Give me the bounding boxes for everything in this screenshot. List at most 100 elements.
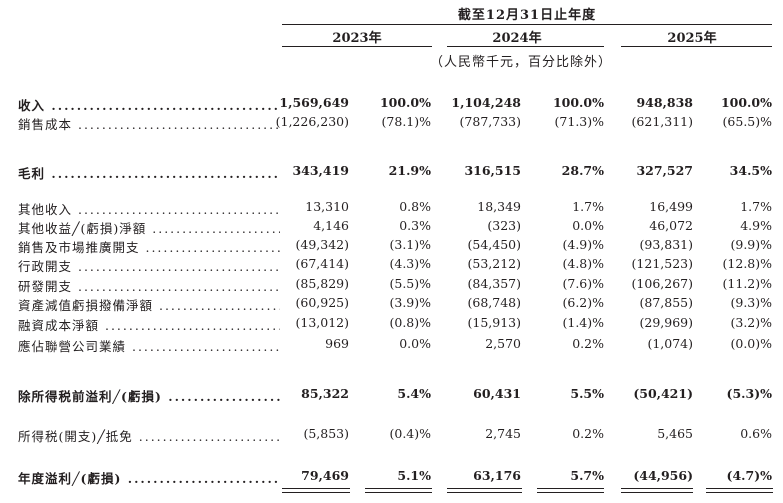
- double-rule-2023-percent: [365, 488, 432, 493]
- cell-amount-2025: 16,499: [649, 199, 693, 214]
- cell-percent-2025: (12.8)%: [722, 256, 772, 271]
- double-rule-2025-amount: [621, 488, 693, 493]
- cell-percent-2025: 34.5%: [729, 163, 772, 178]
- period-underline: [282, 24, 772, 25]
- cell-amount-2024: (323): [487, 218, 521, 233]
- cell-amount-2025: (93,831): [639, 237, 694, 252]
- leader-dots: ........................................…: [77, 117, 280, 132]
- cell-amount-2024: 316,515: [464, 163, 521, 178]
- leader-dots: ........................................…: [158, 298, 280, 313]
- cell-percent-2023: 21.9%: [388, 163, 431, 178]
- row-label: 年度溢利╱(虧損) ..............................…: [18, 468, 280, 487]
- cell-percent-2023: 5.1%: [397, 468, 431, 483]
- row-label: 其他收益╱(虧損)淨額 ............................…: [18, 218, 280, 237]
- cell-percent-2025: (5.3)%: [726, 386, 772, 401]
- cell-percent-2024: (1.4)%: [562, 315, 604, 330]
- cell-amount-2025: (87,855): [639, 295, 694, 310]
- cell-amount-2023: (13,012): [295, 315, 350, 330]
- cell-percent-2023: 0.0%: [399, 336, 431, 351]
- cell-percent-2025: (9.3)%: [730, 295, 772, 310]
- row-label-text: 收入: [18, 98, 46, 113]
- leader-dots: ........................................…: [77, 259, 280, 274]
- row-label-text: 其他收入: [18, 202, 73, 217]
- cell-amount-2024: (15,913): [467, 315, 522, 330]
- leader-dots: ........................................…: [104, 318, 280, 333]
- cell-amount-2025: (621,311): [631, 114, 693, 129]
- cell-amount-2023: 1,569,649: [279, 95, 349, 110]
- cell-percent-2025: 4.9%: [740, 218, 772, 233]
- row-label: 行政開支 ...................................…: [18, 256, 280, 275]
- row-label-text: 銷售及市場推廣開支: [18, 240, 140, 255]
- cell-percent-2024: (4.9)%: [562, 237, 604, 252]
- cell-amount-2024: (787,733): [459, 114, 521, 129]
- leader-dots: ........................................…: [131, 339, 280, 354]
- cell-amount-2025: (44,956): [633, 468, 693, 483]
- cell-amount-2024: (84,357): [467, 276, 522, 291]
- row-label-text: 年度溢利╱(虧損): [18, 471, 122, 486]
- cell-percent-2023: (3.1)%: [389, 237, 431, 252]
- cell-percent-2024: 0.2%: [572, 336, 604, 351]
- year-underline-2023: [282, 46, 432, 47]
- year-underline-2025: [621, 46, 772, 47]
- row-administrative-expenses: 行政開支 ...................................…: [0, 256, 783, 276]
- row-label: 研發開支 ...................................…: [18, 276, 280, 295]
- cell-amount-2024: 1,104,248: [451, 95, 521, 110]
- cell-percent-2023: (3.9)%: [389, 295, 431, 310]
- period-header: 截至12月31日止年度: [457, 8, 597, 23]
- leader-dots: ........................................…: [168, 389, 280, 404]
- cell-percent-2023: 0.3%: [399, 218, 431, 233]
- cell-amount-2024: 60,431: [473, 386, 521, 401]
- cell-percent-2024: 0.0%: [572, 218, 604, 233]
- cell-amount-2023: 85,322: [301, 386, 349, 401]
- row-selling-marketing-expenses: 銷售及市場推廣開支 ..............................…: [0, 237, 783, 257]
- cell-percent-2025: (4.7)%: [726, 468, 772, 483]
- row-label-text: 應佔聯營公司業績: [18, 339, 127, 354]
- year-header-2024: 2024年: [492, 31, 542, 46]
- cell-amount-2024: (68,748): [467, 295, 522, 310]
- row-label: 毛利 .....................................…: [18, 163, 280, 182]
- year-header-2025: 2025年: [667, 31, 717, 46]
- cell-amount-2023: (67,414): [295, 256, 350, 271]
- row-label: 所得税(開支)╱抵免 .............................…: [18, 426, 280, 445]
- cell-percent-2025: 1.7%: [740, 199, 772, 214]
- cell-percent-2023: (0.8)%: [389, 315, 431, 330]
- cell-amount-2023: 79,469: [301, 468, 349, 483]
- leader-dots: ........................................…: [77, 279, 280, 294]
- cell-amount-2025: 948,838: [636, 95, 693, 110]
- row-income-tax: 所得税(開支)╱抵免 .............................…: [0, 426, 783, 446]
- cell-percent-2024: 1.7%: [572, 199, 604, 214]
- cell-amount-2023: (5,853): [303, 426, 349, 441]
- cell-percent-2024: (4.8)%: [562, 256, 604, 271]
- cell-amount-2024: (53,212): [467, 256, 522, 271]
- cell-percent-2025: (3.2)%: [730, 315, 772, 330]
- double-rule-2024-amount: [447, 488, 522, 493]
- row-other-income: 其他收入 ...................................…: [0, 199, 783, 219]
- cell-amount-2023: (1,226,230): [275, 114, 349, 129]
- cell-percent-2023: 5.4%: [397, 386, 431, 401]
- row-profit-before-tax: 除所得税前溢利╱(虧損) ...........................…: [0, 386, 783, 406]
- unit-note: （人民幣千元，百分比除外）: [430, 55, 613, 70]
- cell-percent-2023: (0.4)%: [389, 426, 431, 441]
- row-rd-expenses: 研發開支 ...................................…: [0, 276, 783, 296]
- cell-amount-2023: (49,342): [295, 237, 350, 252]
- cell-amount-2023: (85,829): [295, 276, 350, 291]
- cell-amount-2025: (1,074): [647, 336, 693, 351]
- cell-percent-2025: (0.0)%: [730, 336, 772, 351]
- row-label: 其他收入 ...................................…: [18, 199, 280, 218]
- row-profit-for-year: 年度溢利╱(虧損) ..............................…: [0, 468, 783, 488]
- row-impairment-provision: 資產減值虧損撥備淨額 .............................…: [0, 295, 783, 315]
- row-label: 銷售成本 ...................................…: [18, 114, 280, 133]
- cell-percent-2023: (5.5)%: [389, 276, 431, 291]
- cell-amount-2024: 2,745: [485, 426, 521, 441]
- cell-amount-2023: 969: [325, 336, 349, 351]
- row-label-text: 所得税(開支)╱抵免: [18, 429, 133, 444]
- cell-percent-2025: (11.2)%: [722, 276, 772, 291]
- cell-percent-2024: 0.2%: [572, 426, 604, 441]
- cell-amount-2025: (121,523): [631, 256, 693, 271]
- double-rule-2025-percent: [706, 488, 773, 493]
- leader-dots: ........................................…: [145, 240, 280, 255]
- row-gross-profit: 毛利 .....................................…: [0, 163, 783, 183]
- cell-amount-2025: 327,527: [636, 163, 693, 178]
- row-label-text: 資產減值虧損撥備淨額: [18, 298, 154, 313]
